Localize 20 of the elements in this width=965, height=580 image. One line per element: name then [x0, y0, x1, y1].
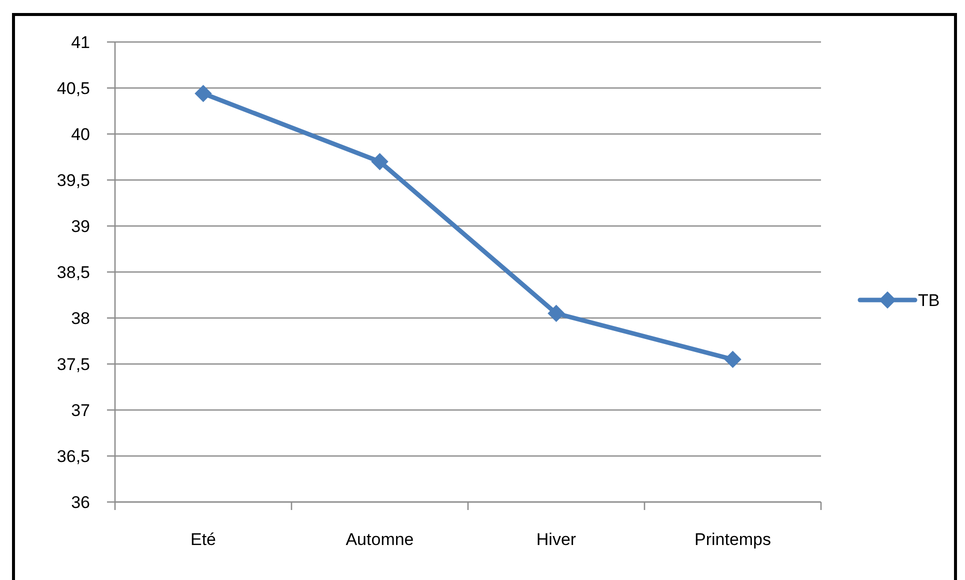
x-tick-label: Hiver — [536, 530, 576, 549]
legend-label: TB — [918, 290, 940, 310]
y-tick-label: 41 — [71, 32, 90, 52]
point — [548, 304, 565, 322]
y-tick-label: 36,5 — [56, 446, 90, 466]
y-tick-label: 37 — [71, 400, 90, 420]
y-tick-label: 37,5 — [56, 354, 90, 374]
x-tick-label: Printemps — [694, 530, 772, 549]
x-tick-label: Automne — [346, 530, 414, 549]
y-tick-label: 36 — [71, 492, 90, 512]
y-tick-label: 39 — [71, 216, 90, 236]
y-tick-label: 38 — [71, 308, 90, 328]
point — [724, 350, 742, 368]
point — [194, 84, 212, 102]
y-tick-label: 38,5 — [56, 262, 90, 282]
y-tick-label: 40 — [71, 124, 90, 144]
x-tick-label: Eté — [190, 530, 216, 549]
point — [371, 152, 388, 170]
y-tick-label: 39,5 — [56, 170, 90, 190]
y-tick-label: 40,5 — [56, 78, 90, 98]
